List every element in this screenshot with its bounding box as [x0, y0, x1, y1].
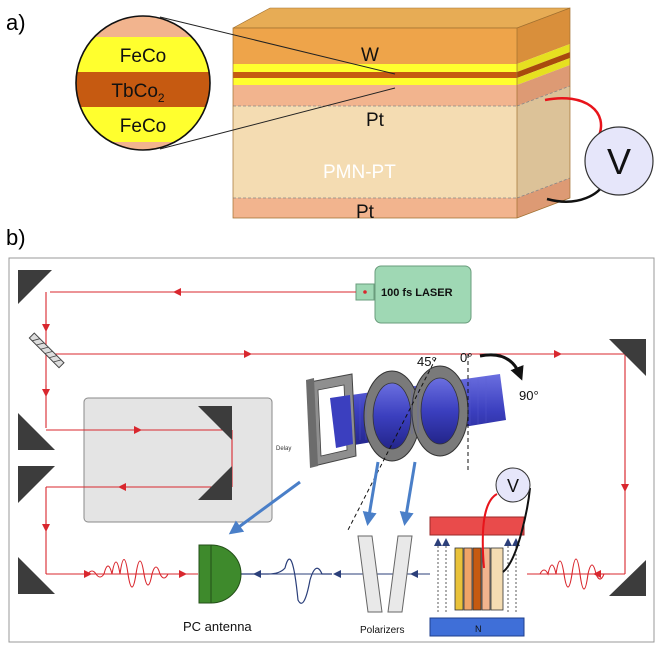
- angle-0-label: 0°: [460, 350, 472, 365]
- magnet-bottom: [429, 617, 525, 637]
- wire-black-b: [502, 487, 531, 573]
- rotation-arrow: [479, 353, 524, 381]
- zoom-line-bottom: [159, 87, 396, 150]
- feco-layer-bottom: [233, 78, 517, 85]
- magnet-top: [429, 516, 525, 536]
- polarizers: [357, 535, 413, 613]
- mirror-top-left: [18, 270, 52, 304]
- tbco-layer: [233, 72, 517, 78]
- pc-antenna-label: PC antenna: [183, 619, 252, 634]
- pmnpt-label: PMN-PT: [323, 162, 396, 183]
- w-label: W: [361, 45, 379, 66]
- mirror-delay-top: [198, 406, 232, 440]
- pt-bottom-label: Pt: [356, 202, 375, 223]
- ring-0: [411, 365, 469, 457]
- pulse-left: [87, 558, 169, 588]
- mirror-delay-bottom: [198, 466, 232, 500]
- layer-stack: W Pt PMN-PT Pt: [232, 7, 571, 223]
- zoom-feco-top: FeCo: [120, 46, 166, 67]
- magnet-bottom-label: N: [475, 624, 482, 634]
- angle-90-label: 90°: [519, 388, 539, 403]
- zoom-feco-bottom: FeCo: [120, 116, 166, 137]
- angle-45-label: 45°: [417, 354, 437, 369]
- line-45: [347, 357, 437, 531]
- pmnpt-layer: [233, 106, 517, 198]
- arrow-to-polarizer-2: [399, 461, 417, 526]
- panel-a-label: a): [6, 10, 26, 35]
- rotating-electromagnet: [306, 353, 524, 531]
- mirrors: [18, 270, 646, 596]
- voltmeter-a-label: V: [607, 141, 631, 182]
- pulse-right: [539, 558, 605, 590]
- ring-45: [363, 370, 421, 462]
- pointer-arrows: [228, 461, 417, 535]
- voltmeter-a: [584, 126, 654, 196]
- delay-stage: [83, 397, 273, 523]
- voltmeter-b-label: V: [507, 476, 519, 496]
- wire-red-b: [481, 493, 498, 569]
- mirror-left-1: [18, 413, 55, 450]
- polarizer-2: [387, 535, 413, 613]
- pt-bottom-layer: [233, 198, 517, 218]
- mirror-top-right: [609, 339, 646, 376]
- thz-waveform: [240, 558, 332, 604]
- pt-mid-label: Pt: [366, 110, 385, 131]
- beam-splitter: [28, 332, 65, 369]
- zoom-line-top: [159, 16, 396, 75]
- voltmeter-b: [495, 467, 531, 503]
- laser-source: 100 fs LASER: [355, 265, 472, 324]
- polarizers-label: Polarizers: [360, 625, 404, 636]
- mirror-left-3: [18, 557, 55, 594]
- zoom-tbco: TbCo2: [111, 81, 164, 105]
- wire-red-a: [544, 97, 603, 139]
- w-top-face: [232, 7, 571, 29]
- delay-label: Delay: [276, 446, 291, 452]
- pt-mid-layer: [233, 85, 517, 106]
- mirror-bottom-right: [609, 560, 646, 596]
- polarizer-1: [357, 535, 383, 613]
- arrow-to-antenna: [228, 480, 301, 535]
- mirror-left-2: [18, 466, 55, 503]
- pc-antenna: [198, 544, 242, 604]
- laser-label: 100 fs LASER: [381, 287, 453, 299]
- zoom-circle: FeCo TbCo2 FeCo: [75, 15, 211, 151]
- feco-layer-top: [233, 64, 517, 72]
- beam-paths: [42, 288, 629, 578]
- panel-b-label: b): [6, 225, 26, 250]
- arrow-to-polarizer-1: [362, 461, 380, 526]
